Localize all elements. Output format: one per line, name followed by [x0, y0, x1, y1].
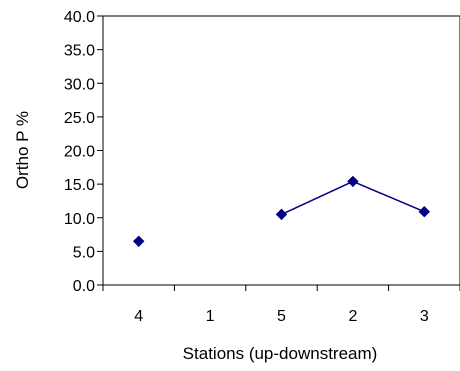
y-tick-label: 40.0: [64, 9, 95, 26]
series-line-segment: [281, 180, 354, 216]
data-point: [275, 208, 288, 221]
series-line-segment: [352, 180, 425, 213]
x-tick-label: 5: [277, 308, 286, 325]
x-tick-label: 1: [206, 308, 215, 325]
y-axis-ticks: 0.0 5.0 10.0 15.0 20.0 25.0 30.0 35.0 40.0: [64, 9, 103, 295]
data-point: [347, 175, 359, 188]
y-axis-label: Ortho P %: [13, 111, 32, 189]
series-layer: [132, 175, 431, 247]
y-tick-label: 35.0: [64, 43, 95, 60]
x-axis-label: Stations (up-downstream): [183, 344, 378, 363]
y-tick-label: 15.0: [64, 177, 95, 194]
plot-area: [102, 15, 460, 286]
y-tick-label: 10.0: [64, 211, 95, 228]
y-tick-label: 0.0: [73, 278, 95, 295]
x-axis-ticks: 4 1 5 2 3: [102, 285, 460, 325]
x-tick-label: 3: [420, 308, 429, 325]
x-tick-label: 4: [134, 308, 143, 325]
x-tick-label: 2: [348, 308, 357, 325]
data-point: [132, 235, 145, 247]
y-tick-label: 30.0: [64, 76, 95, 93]
data-point: [418, 205, 431, 218]
y-tick-label: 25.0: [64, 110, 95, 127]
y-tick-label: 20.0: [64, 144, 95, 161]
y-tick-label: 5.0: [73, 244, 95, 261]
